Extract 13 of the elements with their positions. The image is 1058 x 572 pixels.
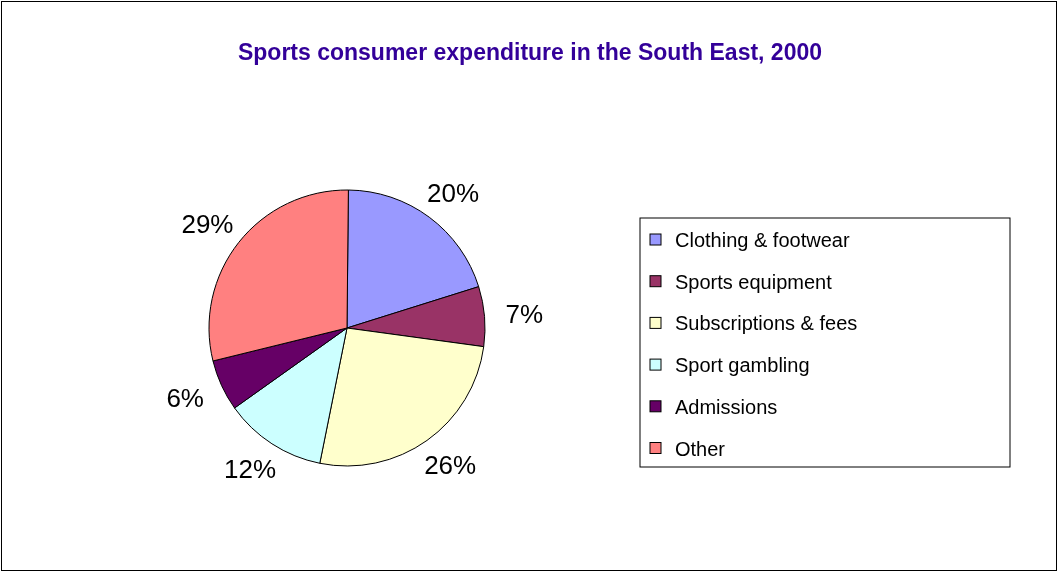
data-label: 7% xyxy=(505,298,544,329)
chart-title: Sports consumer expenditure in the South East, 2000 xyxy=(237,39,823,65)
legend-label: Clothing & footwear xyxy=(675,229,850,251)
data-label: 6% xyxy=(166,383,204,414)
data-label: 12% xyxy=(224,453,277,484)
legend-label: Subscriptions & fees xyxy=(675,312,858,335)
legend-label: Sport gambling xyxy=(675,354,810,377)
data-label: 20% xyxy=(427,178,480,209)
legend-label: Other xyxy=(675,437,726,460)
legend-label: Admissions xyxy=(675,395,778,418)
legend-label: Sports equipment xyxy=(675,270,833,293)
data-label: 29% xyxy=(181,208,234,239)
data-label: 26% xyxy=(424,449,477,480)
